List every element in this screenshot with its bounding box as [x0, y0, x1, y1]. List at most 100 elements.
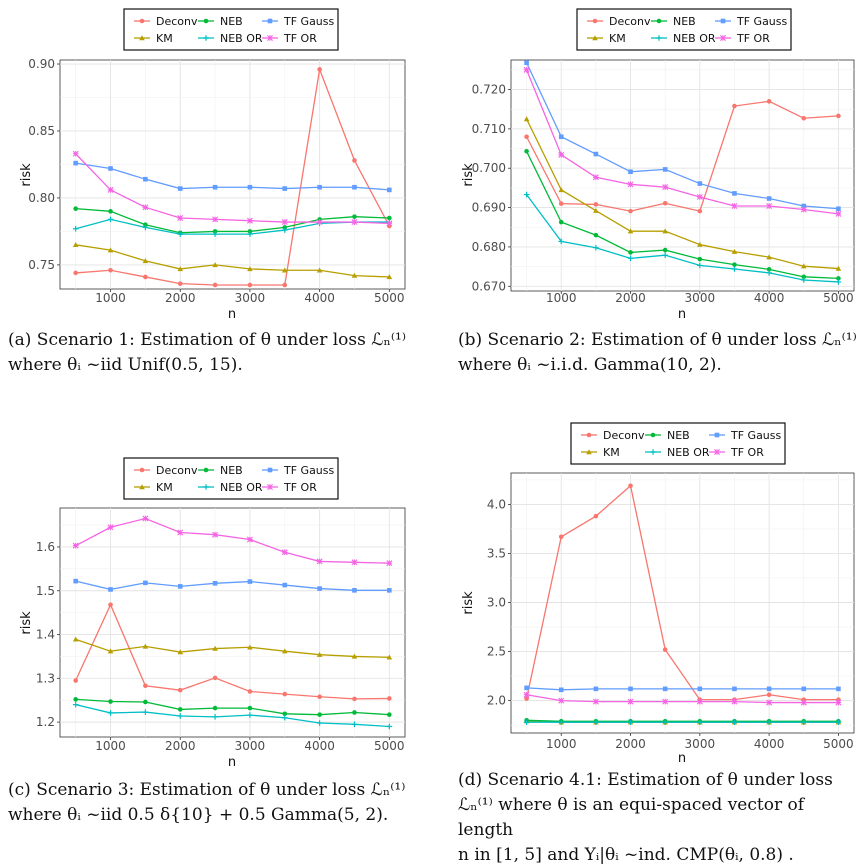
- series-line: [75, 208, 390, 234]
- series-line: [75, 244, 390, 278]
- point-neb-or: [142, 709, 149, 715]
- point-legend: [650, 432, 656, 438]
- point-tf-or: [558, 151, 565, 158]
- point-tf-gauss: [212, 184, 218, 190]
- point-deconv: [524, 134, 529, 140]
- series-line: [526, 687, 839, 691]
- point-legend: [650, 449, 656, 455]
- series-line: [526, 719, 839, 722]
- series-km: [523, 116, 842, 271]
- point-neb: [317, 712, 322, 717]
- point-neb-or: [731, 719, 738, 726]
- point-tf-or: [835, 210, 842, 217]
- legend-item-deconv: Deconv: [581, 429, 645, 442]
- point-tf-gauss: [212, 581, 218, 586]
- caption-c-line1: (c) Scenario 3: Estimation of θ under lo…: [8, 780, 406, 800]
- point-neb: [387, 215, 392, 221]
- point-neb-or: [107, 710, 114, 716]
- point-tf-or: [212, 531, 219, 538]
- chart-a: 1000 2000 3000 4000 5000 0.75 0.80 0.85 0.90 n ris…: [19, 8, 855, 770]
- point-tf-gauss: [732, 191, 737, 196]
- x-tick-label: 5000: [823, 737, 854, 751]
- point-tf-gauss: [352, 184, 357, 190]
- caption-c-line2: where θᵢ ~iid 0.5 δ{10} + 0.5 Gamma(5, 2…: [8, 805, 389, 825]
- legend-label: Deconv: [156, 15, 198, 28]
- point-neb-or: [627, 719, 634, 726]
- point-tf-or: [142, 204, 149, 211]
- legend-box: [123, 8, 339, 51]
- point-neb-or: [662, 719, 668, 726]
- point-neb: [628, 250, 633, 255]
- point-neb-or: [281, 227, 288, 233]
- point-deconv: [352, 158, 357, 163]
- point-tf-or: [592, 174, 599, 181]
- legend-item-neb: NEB: [645, 429, 690, 442]
- point-neb-or: [697, 262, 703, 269]
- point-deconv: [212, 675, 218, 681]
- point-km: [558, 187, 565, 193]
- point-deconv: [108, 602, 113, 608]
- legend-item-tf-gauss: TF Gauss: [262, 464, 335, 477]
- point-neb-or: [558, 238, 565, 245]
- point-legend: [586, 432, 592, 438]
- x-tick-label: 3000: [685, 737, 716, 751]
- point-tf-gauss: [143, 176, 148, 182]
- x-tick-label: 5000: [823, 291, 854, 305]
- y-tick-label: 0.670: [472, 279, 506, 293]
- point-legend: [267, 467, 273, 473]
- point-km: [351, 272, 358, 278]
- point-tf-gauss: [836, 206, 841, 212]
- point-neb-or: [212, 714, 218, 720]
- series-line: [526, 194, 839, 283]
- point-neb: [143, 699, 148, 705]
- point-km: [800, 263, 807, 269]
- point-tf-or: [177, 215, 184, 222]
- point-deconv: [628, 483, 633, 489]
- point-tf-or: [246, 217, 253, 224]
- legend-label: TF OR: [730, 446, 764, 459]
- point-km: [142, 643, 149, 649]
- series-tf-or: [72, 515, 393, 567]
- point-deconv: [766, 692, 772, 698]
- x-axis-label: n: [678, 751, 686, 766]
- series-neb: [524, 148, 841, 281]
- series-tf-or: [523, 691, 842, 706]
- point-km: [662, 228, 668, 234]
- point-neb: [352, 214, 357, 219]
- point-neb-or: [107, 216, 114, 223]
- point-tf-or: [766, 699, 773, 706]
- series-tf-or: [72, 150, 393, 227]
- y-tick-label: 3.5: [487, 546, 506, 560]
- point-deconv: [317, 694, 322, 700]
- point-neb-or: [766, 719, 772, 726]
- point-neb: [766, 267, 772, 272]
- x-tick-label: 1000: [95, 739, 126, 753]
- point-deconv: [732, 103, 737, 109]
- point-deconv: [836, 113, 841, 119]
- point-tf-gauss: [73, 160, 78, 166]
- series-line: [75, 153, 390, 225]
- series-line: [75, 517, 390, 564]
- chart-a-plot-area: [59, 59, 406, 290]
- series-tf-or: [523, 66, 842, 217]
- point-tf-or: [731, 203, 738, 209]
- point-tf-gauss: [108, 166, 113, 171]
- point-tf-gauss: [732, 686, 737, 692]
- point-legend: [720, 18, 726, 24]
- point-tf-or: [835, 699, 842, 706]
- point-tf-or: [766, 203, 773, 209]
- point-legend: [139, 18, 145, 24]
- point-tf-or: [696, 698, 703, 705]
- chart-a-group: 1000 2000 3000 4000 5000 0.75 0.80 0.85 0.90 n ris…: [19, 8, 406, 322]
- point-tf-gauss: [801, 686, 807, 692]
- point-neb: [282, 711, 288, 717]
- point-deconv: [387, 696, 392, 701]
- legend-item-tf-or: TF OR: [262, 481, 317, 494]
- point-tf-gauss: [282, 186, 288, 191]
- point-neb-or: [766, 270, 772, 276]
- point-neb: [212, 705, 218, 711]
- point-deconv: [558, 201, 564, 206]
- x-tick-label: 2000: [165, 739, 196, 753]
- chart-b-legend: Deconv NEB TF Gauss KM NEB OR TF OR: [576, 8, 792, 51]
- legend-label: KM: [609, 32, 626, 45]
